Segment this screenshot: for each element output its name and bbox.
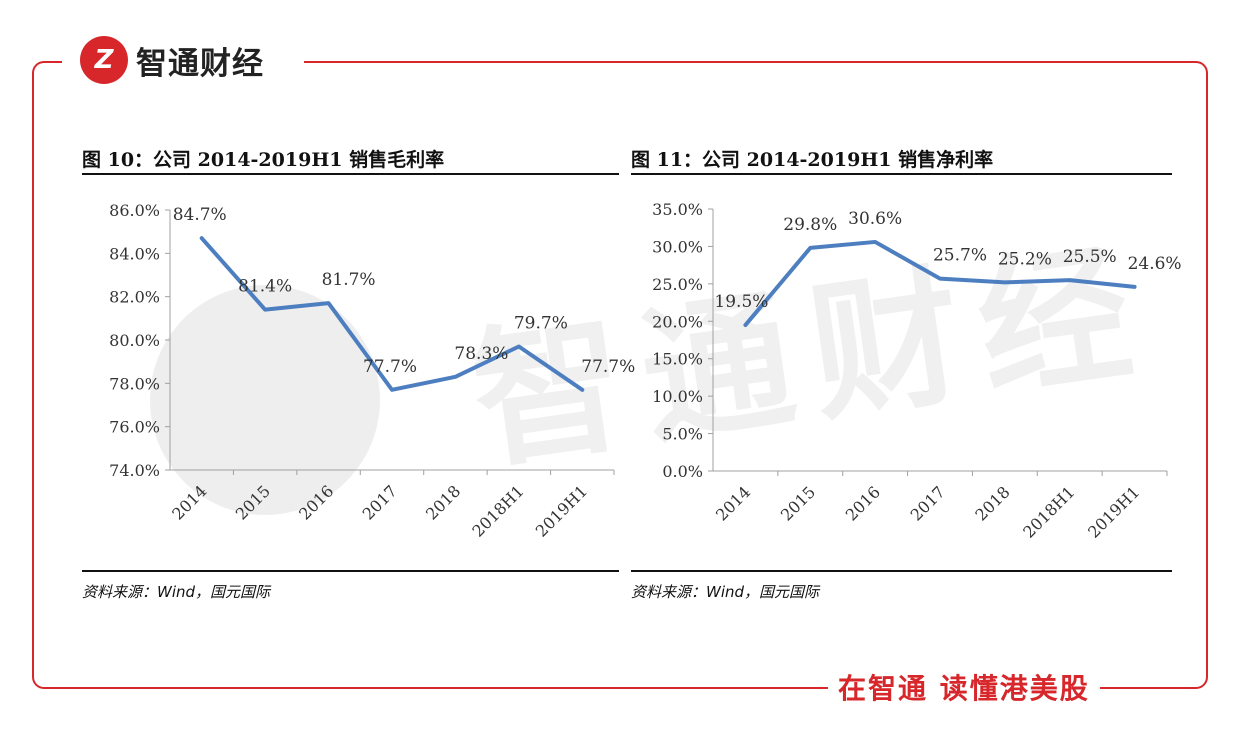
y-tick-label: 82.0% [109,288,160,307]
x-tick-label: 2014 [712,482,754,524]
figure-11-source: 资料来源：Wind，国元国际 [631,583,820,601]
data-label: 24.6% [1128,254,1182,274]
data-point [1068,278,1072,282]
data-point [808,246,812,250]
data-label: 30.6% [848,209,902,229]
brand-name: 智通财经 [136,45,264,82]
x-tick-label: 2017 [907,482,949,524]
data-point [1133,285,1137,289]
figure-11-title: 图 11：公司 2014-2019H1 销售净利率 [631,149,994,171]
data-point [453,375,457,379]
x-tick-label: 2019H1 [532,481,591,540]
data-label: 78.3% [454,344,508,364]
data-point [873,240,877,244]
figure-10-top-rule [82,173,619,175]
figure-10-bottom-rule [82,570,619,572]
x-tick-label: 2018 [422,481,464,523]
data-point [327,301,331,305]
frame-left [32,75,34,675]
data-point [580,388,584,392]
x-tick-label: 2015 [232,481,274,523]
x-tick-label: 2016 [842,482,884,524]
y-tick-label: 84.0% [109,244,160,263]
data-label: 84.7% [173,205,227,225]
data-point [938,277,942,281]
frame-bottom [46,687,1194,689]
data-point [200,236,204,240]
figure-11-bottom-rule [631,570,1172,572]
y-tick-label: 20.0% [652,312,703,331]
data-point [263,308,267,312]
data-label: 25.7% [933,246,987,266]
y-tick-label: 10.0% [652,387,703,406]
frame-right [1206,75,1208,675]
y-tick-label: 78.0% [109,374,160,393]
y-tick-label: 15.0% [652,350,703,369]
x-tick-label: 2019H1 [1084,482,1143,541]
x-tick-label: 2018H1 [468,481,527,540]
data-label: 77.7% [581,357,635,377]
figure-10-source: 资料来源：Wind，国元国际 [82,583,271,601]
data-point [1003,280,1007,284]
data-point [390,388,394,392]
y-tick-label: 74.0% [109,461,160,480]
x-tick-label: 2015 [777,482,819,524]
data-label: 77.7% [363,357,417,377]
y-tick-label: 76.0% [109,418,160,437]
x-tick-label: 2016 [295,481,337,523]
x-tick-label: 2018 [971,482,1013,524]
data-label: 25.2% [998,249,1052,269]
data-label: 29.8% [783,215,837,235]
frame-top-left [46,61,62,63]
data-label: 19.5% [714,292,768,312]
data-label: 25.5% [1063,247,1117,267]
x-tick-label: 2018H1 [1019,482,1078,541]
x-tick-label: 2014 [168,481,210,523]
frame-corner-br [1192,673,1208,689]
data-point [743,323,747,327]
brand-logo-icon: Z [80,36,128,84]
data-point [517,345,521,348]
frame-corner-tr [1192,61,1208,77]
figure-11-top-rule [631,173,1172,175]
y-tick-label: 25.0% [652,275,703,294]
data-label: 81.7% [322,270,376,290]
y-tick-label: 80.0% [109,331,160,350]
footer-slogan: 在智通 读懂港美股 [828,667,1100,707]
y-tick-label: 86.0% [109,201,160,220]
y-tick-label: 0.0% [662,462,703,481]
y-tick-label: 30.0% [652,237,703,256]
frame-corner-bl [32,673,48,689]
data-label: 79.7% [514,314,568,334]
frame-top-right [304,61,1194,63]
figure-10-title: 图 10：公司 2014-2019H1 销售毛利率 [82,149,445,171]
data-label: 81.4% [238,277,292,297]
frame-corner-tl [32,61,48,77]
y-tick-label: 5.0% [662,425,703,444]
gross-margin-line-chart: 74.0% 76.0% 78.0% 80.0% 82.0% 84.0% 86.0% 2014 2… [109,201,635,541]
y-tick-label: 35.0% [652,200,703,219]
x-tick-label: 2017 [359,481,401,523]
net-margin-line-chart: 0.0% 5.0% 10.0% 15.0% 20.0% 25.0% 30.0% 35.0% 20… [652,200,1181,542]
brand-logo: Z 智通财经 [80,36,264,84]
